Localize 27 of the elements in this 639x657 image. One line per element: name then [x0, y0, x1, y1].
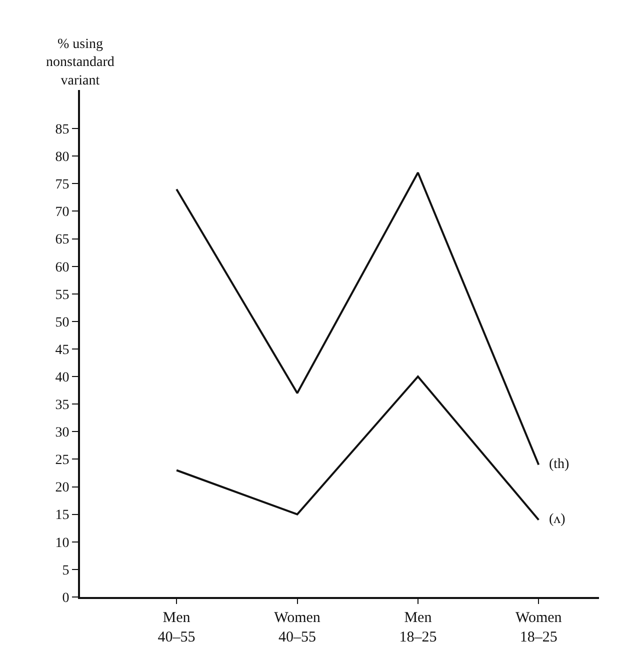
- y-axis-title: % using nonstandard variant: [46, 37, 114, 88]
- y-tick-label: 15: [55, 508, 70, 524]
- y-tick-label: 85: [55, 122, 70, 138]
- x-tick-label: Men 40–55: [158, 610, 196, 646]
- y-tick-label: 50: [55, 315, 70, 330]
- y-tick-label: 60: [55, 260, 70, 276]
- series-label: (th): [549, 457, 570, 472]
- y-tick-label: 5: [62, 563, 70, 578]
- y-tick-label: 80: [55, 150, 70, 166]
- x-tick-label: Women 40–55: [274, 610, 321, 646]
- series-label: (ʌ): [549, 512, 566, 527]
- y-tick-label: 65: [55, 232, 70, 248]
- y-tick-label: 30: [55, 426, 70, 441]
- line-series: [176, 172, 540, 466]
- y-tick-label: 55: [55, 288, 70, 303]
- y-tick-label: 35: [55, 398, 70, 414]
- y-tick-label: 70: [55, 205, 70, 220]
- y-tick-label: 25: [55, 453, 70, 468]
- y-tick-label: 45: [55, 342, 70, 358]
- y-tick-label: 0: [62, 590, 70, 606]
- line-series: [176, 376, 540, 521]
- x-tick-label: Men 18–25: [399, 610, 437, 646]
- y-tick-label: 75: [55, 178, 70, 193]
- x-tick-label: Women 18–25: [516, 610, 562, 646]
- y-tick-label: 10: [55, 536, 70, 551]
- y-tick-label: 40: [55, 370, 70, 386]
- y-tick-label: 20: [55, 480, 70, 496]
